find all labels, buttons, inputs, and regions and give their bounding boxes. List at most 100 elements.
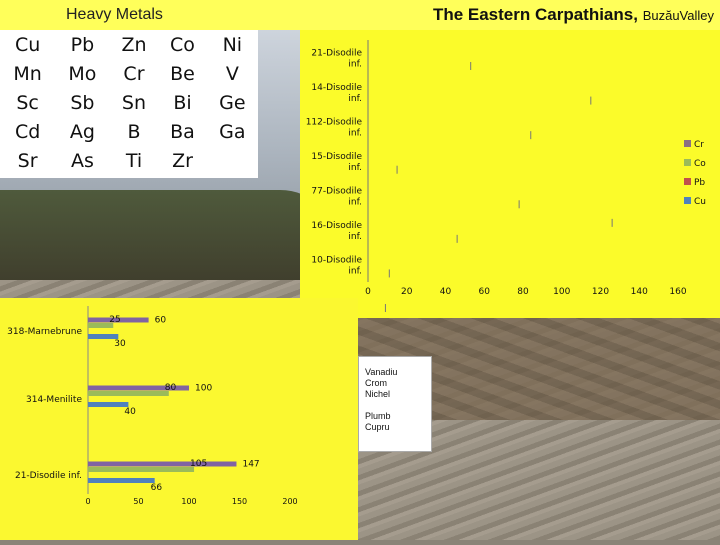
category-label: inf.: [348, 59, 362, 69]
element-symbol: Ge: [219, 91, 246, 114]
element-symbol: Pb: [70, 33, 95, 56]
x-tick-label: 140: [631, 287, 648, 297]
category-label: 16-Disodile: [311, 221, 362, 231]
legend-line: [359, 400, 431, 411]
legend-label: Co: [694, 159, 706, 169]
element-symbol: Cd: [14, 120, 41, 143]
heavy-metals-title: Heavy Metals: [66, 6, 163, 23]
x-tick-label: 0: [85, 497, 90, 506]
x-tick-label: 150: [232, 497, 247, 506]
category-label: 318-Marnebrune: [7, 327, 82, 337]
element-symbol: Ga: [219, 120, 246, 143]
element-symbol: Sc: [16, 91, 39, 114]
bar: [88, 478, 155, 483]
element-symbol: Ag: [69, 120, 95, 143]
bar: [88, 334, 119, 339]
element-symbol: As: [70, 149, 94, 172]
bar: [88, 391, 169, 396]
disodile-chart: 21-Disodileinf.14-Disodileinf.112-Disodi…: [306, 40, 706, 312]
data-label: 105: [190, 459, 207, 469]
data-label: 66: [151, 483, 163, 493]
metals-bar-chart: 318-Marnebrune 314-Menilite 21-Disodile in…: [7, 306, 298, 506]
disodile-chart-panel: 21-Disodile inf. 14-Disodile inf. 112-Disodi…: [300, 30, 720, 318]
data-label: 30: [114, 339, 126, 349]
element-symbol: Mo: [68, 62, 97, 85]
category-label: inf.: [348, 163, 362, 173]
x-tick-label: 100: [553, 287, 570, 297]
legend-swatch: [684, 197, 691, 204]
element-symbol: V: [225, 62, 239, 85]
category-label: 14-Disodile: [311, 83, 362, 93]
bar: [88, 467, 195, 472]
legend-swatch: [684, 140, 691, 147]
bar: [88, 402, 129, 407]
heavy-metals-table: Cu Pb Zn Co Ni Mn Mo Cr Be V Sc Sb Sn Bi Ge Cd Ag B Ba Ga Sr…: [0, 30, 258, 178]
legend-swatch: [684, 159, 691, 166]
bar: [88, 323, 114, 328]
element-symbol: Sr: [17, 149, 38, 172]
legend-line: Vanadiu: [365, 367, 398, 377]
data-label: 147: [242, 460, 259, 470]
element-symbol: Be: [170, 62, 195, 85]
data-label: 25: [109, 315, 120, 325]
category-label: 21-Disodile inf.: [15, 471, 82, 481]
element-symbol: Sn: [121, 91, 147, 114]
category-label: 15-Disodile: [311, 152, 362, 162]
metals-row: Cu Pb Zn Co Ni: [0, 30, 258, 59]
category-label: inf.: [348, 128, 362, 138]
legend-line: Nichel: [365, 389, 391, 399]
category-label: 10-Disodile: [311, 256, 362, 266]
main-title: The Eastern Carpathians, BuzăuValley: [432, 5, 714, 24]
category-label: inf.: [348, 267, 362, 277]
data-label: 100: [195, 384, 212, 394]
x-tick-label: 200: [282, 497, 297, 506]
element-symbol: Zn: [121, 33, 147, 56]
legend-swatch: [684, 178, 691, 185]
element-symbol: Mn: [13, 62, 42, 85]
x-tick-label: 80: [517, 287, 529, 297]
element-symbol: Cr: [123, 62, 145, 85]
element-symbol: B: [127, 120, 141, 143]
element-symbol: Ba: [170, 120, 195, 143]
category-label: 77-Disodile: [311, 187, 362, 197]
category-label: inf.: [348, 232, 362, 242]
subtitle: BuzăuValley: [642, 8, 714, 23]
category-label: inf.: [348, 94, 362, 104]
legend-label: Cr: [694, 140, 704, 150]
x-tick-label: 0: [365, 287, 371, 297]
legend-label: Pb: [694, 178, 705, 188]
legend-line: Plumb: [365, 411, 391, 421]
category-label: 21-Disodile: [311, 48, 362, 58]
element-symbol: Bi: [173, 91, 192, 114]
x-tick-label: 160: [669, 287, 686, 297]
metals-row: Cd Ag B Ba Ga: [0, 117, 258, 146]
x-tick-label: 20: [401, 287, 413, 297]
data-label: 80: [165, 383, 177, 393]
x-tick-label: 60: [479, 287, 491, 297]
metals-row: Sc Sb Sn Bi Ge: [0, 88, 258, 117]
category-label: inf.: [348, 198, 362, 208]
x-tick-label: 40: [440, 287, 452, 297]
data-label: 40: [124, 407, 136, 417]
category-label: 314-Menilite: [26, 395, 82, 405]
data-label: 60: [155, 316, 167, 326]
heavy-metals-header: Heavy Metals: [0, 0, 258, 30]
element-symbol: Co: [170, 33, 195, 56]
element-symbol: Ni: [222, 33, 243, 56]
element-symbol: Sb: [70, 91, 95, 114]
bar: [88, 317, 149, 323]
legend-line: Cupru: [365, 422, 390, 432]
main-header: The Eastern Carpathians, BuzăuValley: [258, 0, 720, 30]
bar: [88, 461, 237, 467]
element-symbol: Cu: [14, 33, 41, 56]
category-label: 112-Disodile: [306, 117, 363, 127]
element-symbol: Zr: [172, 149, 193, 172]
x-tick-label: 50: [133, 497, 143, 506]
element-symbol: Ti: [125, 149, 143, 172]
metals-bar-chart-panel: 318-Marnebrune 314-Menilite 21-Disodile in…: [0, 298, 358, 540]
bar: [88, 385, 189, 391]
legend-line: Crom: [365, 378, 387, 388]
legend-label: Cu: [694, 197, 706, 207]
metal-names-legend: Vanadiu Crom Nichel Plumb Cupru: [358, 356, 432, 452]
x-tick-label: 100: [181, 497, 196, 506]
